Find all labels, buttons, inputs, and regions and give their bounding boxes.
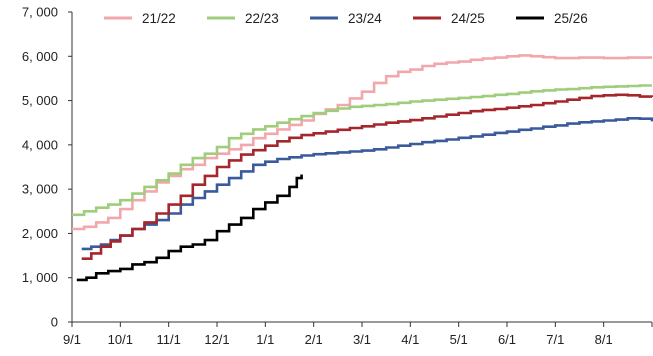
x-tick-label: 12/1 bbox=[204, 332, 229, 347]
legend-label: 22/23 bbox=[245, 11, 279, 26]
series-line-21-22 bbox=[72, 54, 652, 231]
x-tick-label: 8/1 bbox=[595, 332, 613, 347]
y-tick-label: 3, 000 bbox=[22, 182, 58, 197]
series-line-22-23 bbox=[72, 84, 652, 217]
series-line-24-25 bbox=[81, 93, 653, 260]
y-tick-label: 2, 000 bbox=[22, 226, 58, 241]
y-tick-label: 5, 000 bbox=[22, 93, 58, 108]
x-tick-label: 11/1 bbox=[156, 332, 180, 347]
x-tick-label: 2/1 bbox=[305, 332, 323, 347]
x-tick-label: 4/1 bbox=[401, 332, 419, 347]
legend-label: 23/24 bbox=[348, 11, 382, 26]
axes bbox=[68, 11, 653, 327]
tick-labels: 0 1, 000 2, 000 3, 000 4, 000 5, 000 6, 000 7, … bbox=[22, 5, 613, 348]
x-tick-label: 3/1 bbox=[353, 332, 371, 347]
series-layer bbox=[72, 54, 653, 282]
x-tick-label: 6/1 bbox=[498, 332, 516, 347]
x-tick-label: 1/1 bbox=[256, 332, 274, 347]
x-tick-label: 5/1 bbox=[450, 332, 468, 347]
x-tick-label: 10/1 bbox=[108, 332, 133, 347]
y-tick-label: 6, 000 bbox=[22, 49, 58, 64]
legend-label: 25/26 bbox=[554, 11, 588, 26]
x-tick-label: 7/1 bbox=[546, 332, 564, 347]
legend: 21/22 22/23 23/24 24/25 25/26 bbox=[104, 11, 588, 26]
y-tick-label: 1, 000 bbox=[22, 270, 58, 285]
y-tick-label: 7, 000 bbox=[22, 5, 58, 20]
x-tick-label: 9/1 bbox=[63, 332, 81, 347]
y-tick-label: 4, 000 bbox=[22, 137, 58, 152]
y-tick-label: 0 bbox=[51, 315, 58, 330]
legend-label: 24/25 bbox=[451, 11, 485, 26]
series-line-25-26 bbox=[76, 174, 303, 282]
legend-label: 21/22 bbox=[142, 11, 176, 26]
